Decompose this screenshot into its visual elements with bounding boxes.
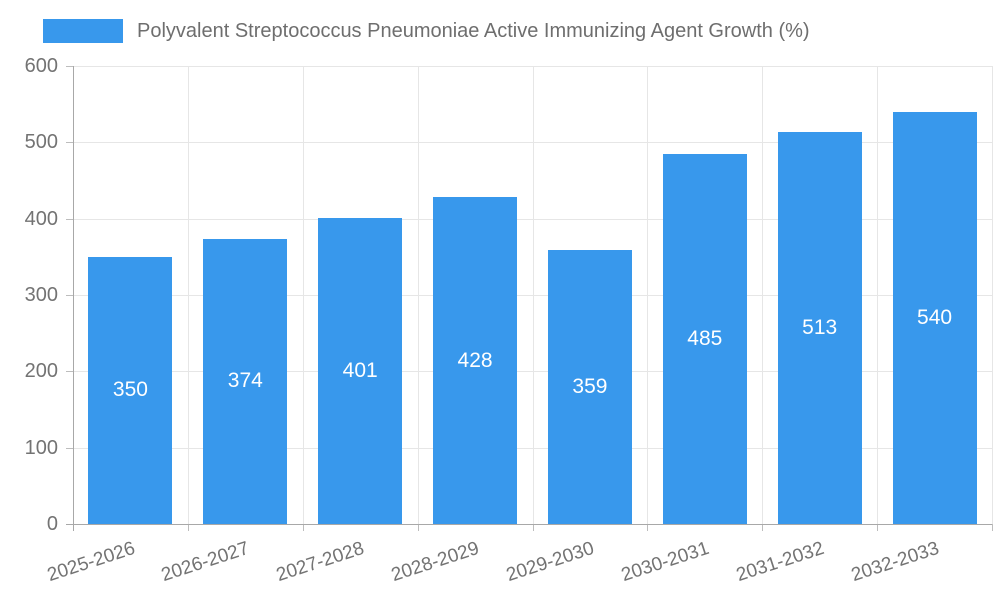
bar[interactable] [318, 217, 403, 524]
bar-value-label: 374 [227, 369, 263, 393]
x-gridline [532, 66, 534, 524]
bar-value-label: 485 [687, 326, 723, 350]
x-gridline [992, 66, 993, 524]
bar[interactable] [203, 238, 288, 524]
y-tick-mark [66, 218, 73, 220]
x-tick-label: 2025-2026 [44, 537, 138, 587]
x-tick-mark [647, 524, 649, 531]
bar[interactable] [777, 132, 862, 524]
x-tick-label: 2029-2030 [503, 537, 597, 587]
x-gridline [762, 66, 764, 524]
x-tick-label: 2031-2032 [733, 537, 827, 587]
x-tick-mark [417, 524, 419, 531]
y-tick-mark [66, 142, 73, 144]
legend-label: Polyvalent Streptococcus Pneumoniae Acti… [137, 20, 810, 42]
bar-value-label: 359 [572, 374, 608, 398]
x-gridline [187, 66, 189, 524]
x-tick-mark [302, 524, 304, 531]
x-tick-mark [877, 524, 879, 531]
y-tick-label: 400 [24, 207, 58, 230]
x-gridline [647, 66, 649, 524]
bar[interactable] [547, 249, 632, 524]
bar-value-label: 428 [457, 348, 493, 372]
x-tick-mark [187, 524, 189, 531]
legend-swatch [43, 19, 123, 43]
x-tick-label: 2028-2029 [388, 537, 482, 587]
bar[interactable] [662, 153, 747, 524]
y-tick-label: 600 [24, 55, 58, 77]
y-tick-label: 300 [24, 284, 58, 306]
y-tick-mark [66, 295, 73, 296]
x-tick-mark [762, 524, 764, 531]
y-axis-line [73, 66, 74, 531]
y-tick-label: 100 [24, 436, 58, 459]
bar[interactable] [892, 111, 977, 524]
x-tick-mark [992, 524, 993, 531]
bar[interactable] [433, 197, 518, 524]
y-tick-label: 500 [24, 131, 58, 154]
x-tick-label: 2027-2028 [274, 537, 367, 587]
x-gridline [302, 66, 304, 524]
x-axis-line [66, 524, 992, 525]
chart-legend[interactable]: Polyvalent Streptococcus Pneumoniae Acti… [43, 19, 810, 43]
x-gridline [417, 66, 419, 524]
x-tick-mark [532, 524, 534, 531]
x-tick-label: 2030-2031 [618, 537, 712, 587]
y-tick-label: 0 [46, 513, 58, 535]
y-tick-mark [66, 66, 73, 67]
bar[interactable] [88, 256, 173, 524]
bar-value-label: 350 [112, 378, 148, 402]
y-tick-mark [66, 371, 73, 373]
x-tick-label: 2026-2027 [159, 537, 253, 587]
y-tick-mark [66, 447, 73, 449]
y-tick-label: 200 [24, 360, 58, 383]
x-tick-label: 2032-2033 [848, 537, 942, 587]
bar-value-label: 540 [917, 305, 953, 329]
bar-value-label: 401 [342, 358, 378, 382]
x-gridline [877, 66, 879, 524]
bar-value-label: 513 [802, 316, 838, 340]
